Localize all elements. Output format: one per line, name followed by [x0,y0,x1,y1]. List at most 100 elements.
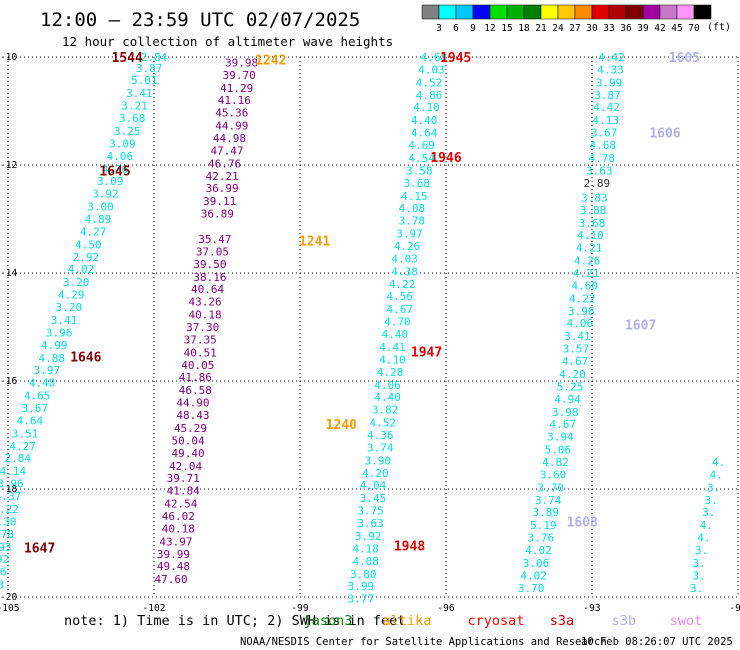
pass-time-label: 1607 [625,318,656,333]
wave-height-point: 4.99 [41,339,68,352]
wave-height-point: 4.94 [554,393,581,406]
wave-height-point: 3.77 [348,593,375,606]
wave-height-point: 40.51 [184,346,217,359]
wave-height-point: 4.54 [408,152,435,165]
satellite-label: cryosat [468,613,525,629]
wave-height-point: 3.75 [357,505,384,518]
wave-height-point: 49.40 [172,447,205,460]
color-legend: 3 6 9 12 15 18 21 24 27 30 33 36 39 42 45 70 [421,4,712,34]
wave-height-point: 4.14 [0,465,26,478]
chart-title: 12:00 — 23:59 UTC 02/07/2025 [40,9,360,31]
wave-height-point: 4.41 [379,341,406,354]
wave-height-point: 3.60 [540,468,567,481]
wave-height-point: 2.84 [141,51,168,64]
wave-height-point: 44.98 [213,132,246,145]
wave-height-point: 4.67 [562,355,589,368]
wave-height-point: 42.04 [169,460,202,473]
wave-height-point: 4. [709,468,722,481]
wave-height-point: 4.22 [569,292,596,305]
legend-swatch [625,4,644,20]
legend-swatch [659,4,678,20]
wave-height-point: 41.86 [179,371,212,384]
wave-height-point: 4.56 [387,290,414,303]
wave-height-point: 4.06 [567,317,594,330]
wave-height-point: 35.47 [198,233,231,246]
legend-swatch [472,4,491,20]
satellite-label: s3a [550,613,574,629]
y-tick-label: -14 [0,268,17,279]
legend-tick-label: 3 [436,23,442,34]
wave-height-point: 3.88 [580,204,607,217]
wave-height-point: 41.16 [218,94,251,107]
wave-height-point: 3.09 [109,137,136,150]
wave-height-point: 40.18 [189,309,222,322]
wave-height-point: 4.27 [80,225,107,238]
wave-height-point: 5.19 [530,519,557,532]
footer-timestamp: 10 Feb 08:26:07 UTC 2025 [581,636,733,648]
wave-height-point: 4.04 [360,479,387,492]
wave-height-point: 4.69 [408,139,435,152]
wave-height-point: 44.99 [215,120,248,133]
wave-height-point: 4.68 [421,51,448,64]
wave-height-point: 37.35 [184,333,217,346]
legend-swatch [608,4,627,20]
wave-height-point: 3. [702,506,715,519]
wave-height-point: 44.90 [176,397,209,410]
wave-height-point: 4.50 [75,238,102,251]
wave-height-point: 3. [690,582,703,595]
wave-height-point: 4.52 [369,417,396,430]
wave-height-point: 4.89 [85,213,112,226]
wave-height-point: 5.25 [557,380,584,393]
wave-height-point: 4.29 [58,289,85,302]
x-tick-label: -93 [583,603,600,614]
wave-height-point: 4.10 [413,101,440,114]
satellite-label: s3b [612,613,636,629]
wave-height-point: 3. [692,557,705,570]
wave-height-point: 43.26 [189,296,222,309]
wave-height-point: 4.33 [597,63,624,76]
wave-height-point: 4.28 [377,366,404,379]
wave-height-point: 46.02 [162,510,195,523]
wave-height-point: 4.40 [411,114,438,127]
wave-height-point: 48.43 [176,409,209,422]
wave-height-point: 4.64 [17,414,44,427]
pass-time-label: 1647 [24,541,55,556]
wave-height-point: 4.42 [593,101,620,114]
wave-height-point: 3. [692,569,705,582]
wave-height-point: 3.99 [596,76,623,89]
legend-tick-label: 45 [671,23,682,34]
legend-unit: (ft) [707,22,731,33]
wave-height-point: 41.84 [167,485,200,498]
wave-height-point: 46.76 [208,157,241,170]
wave-height-point: 4.22 [0,503,19,516]
legend-swatch [540,4,559,20]
wave-height-point: 3.92 [355,530,382,543]
legend-swatch [642,4,661,20]
wave-height-point: 42.54 [164,498,197,511]
wave-height-point: 39.11 [203,195,236,208]
wave-height-point: 4.93 [0,541,12,554]
footer-note: note: 1) Time is in UTC; 2) SWH is in fe… [64,613,405,629]
wave-height-point: 4.38 [391,265,418,278]
wave-height-point: 3.70 [518,582,545,595]
legend-swatch [523,4,542,20]
wave-height-point: 3. [705,494,718,507]
wave-height-point: 4.27 [9,440,36,453]
wave-height-point: 3.41 [564,330,591,343]
wave-height-point: 3.09 [97,175,124,188]
wave-height-point: 3.82 [372,404,399,417]
pass-labels: 1544 1242 1945 1605 1606 1946 1645 1241 1607 1646… [24,51,700,556]
x-tick-label: -105 [0,603,19,614]
wave-height-point: 39.71 [167,472,200,485]
wave-height-point: 4.06 [374,379,401,392]
wave-height-point: 4.70 [384,316,411,329]
wave-height-point: 40.64 [191,283,224,296]
data-points: 2.843.875.013.413.213.683.253.094.064.26… [0,51,725,606]
pass-time-label: 1646 [70,351,101,366]
wave-height-point: 3.67 [22,402,49,415]
grid-lines [7,56,739,598]
wave-height-point: 3.94 [547,431,574,444]
wave-height-point: 4.65 [24,390,51,403]
wave-height-point: 4.03 [418,63,445,76]
pass-time-label: 1645 [99,164,130,179]
